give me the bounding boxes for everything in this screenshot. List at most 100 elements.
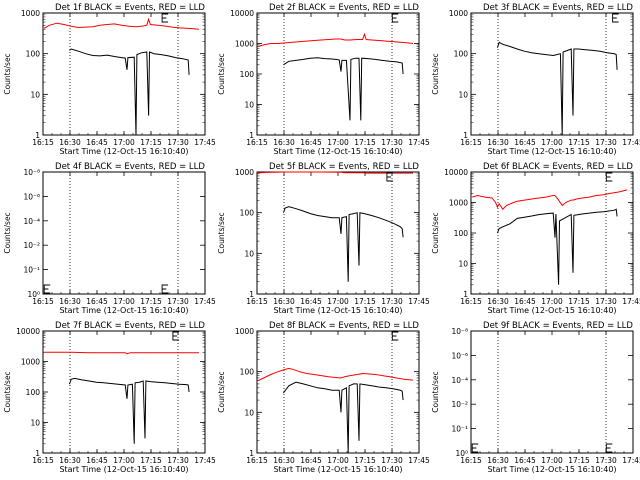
y-tick-label: 10⁻² xyxy=(451,400,468,409)
x-tick-label: 17:45 xyxy=(622,456,640,465)
plot-frame xyxy=(42,330,206,454)
series-lld xyxy=(44,351,199,355)
y-tick-label: 10 xyxy=(30,419,40,428)
panel-det-4f: Det 4f BLACK = Events, RED = LLD 16:15 16:… xyxy=(3,162,216,315)
x-tick-label: 17:45 xyxy=(622,297,640,306)
y-axis-label: Counts/sec xyxy=(217,371,226,412)
x-tick-label: 17:00 xyxy=(541,297,563,306)
y-tick-label: 100 xyxy=(240,368,255,377)
x-axis-label: Start Time (12-Oct-15 16:10:40) xyxy=(487,306,616,315)
y-tick-label: 100 xyxy=(454,229,469,238)
y-tick-label: 1000 xyxy=(235,168,254,177)
x-tick-label: 17:15 xyxy=(354,138,376,147)
panel-title: Det 7f BLACK = Events, RED = LLD xyxy=(55,321,205,331)
bracket-marker xyxy=(605,172,613,182)
x-tick-label: 16:45 xyxy=(300,138,322,147)
y-tick-label: 10⁻¹ xyxy=(451,425,468,434)
x-axis-label: Start Time (12-Oct-15 16:10:40) xyxy=(59,306,188,315)
plot-frame xyxy=(42,12,206,136)
x-tick-label: 16:30 xyxy=(487,456,509,465)
panel-det-1f: Det 1f BLACK = Events, RED = LLD 16:15 16:… xyxy=(3,3,216,156)
x-tick-label: 17:30 xyxy=(381,456,403,465)
x-tick-label: 16:45 xyxy=(300,456,322,465)
x-tick-label: 16:30 xyxy=(273,456,295,465)
y-tick-label: 10⁻⁶ xyxy=(451,351,468,360)
series-events xyxy=(282,206,404,282)
x-tick-label: 16:30 xyxy=(487,297,509,306)
x-tick-label: 17:30 xyxy=(381,297,403,306)
plot-frame xyxy=(470,12,634,136)
panel-title: Det 6f BLACK = Events, RED = LLD xyxy=(483,162,633,172)
y-tick-label: 10⁻² xyxy=(23,241,40,250)
x-tick-label: 17:15 xyxy=(140,456,162,465)
y-tick-label: 10⁰ xyxy=(27,290,40,299)
x-tick-label: 16:15 xyxy=(32,138,54,147)
x-tick-label: 17:15 xyxy=(568,138,590,147)
x-tick-label: 16:30 xyxy=(59,138,81,147)
series-lld xyxy=(258,171,413,174)
x-tick-label: 16:15 xyxy=(32,297,54,306)
y-axis-label: Counts/sec xyxy=(217,53,226,94)
panel-det-3f: Det 3f BLACK = Events, RED = LLD 16:15 16:… xyxy=(431,3,640,156)
x-tick-label: 16:45 xyxy=(86,297,108,306)
x-axis-label: Start Time (12-Oct-15 16:10:40) xyxy=(59,465,188,474)
y-tick-label: 1 xyxy=(249,449,254,458)
panel-title: Det 2f BLACK = Events, RED = LLD xyxy=(269,3,419,13)
series-lld xyxy=(472,189,628,211)
panel-det-9f: Det 9f BLACK = Events, RED = LLD 16:15 16:… xyxy=(431,321,640,474)
bracket-marker xyxy=(386,172,393,182)
series-events xyxy=(283,57,404,121)
series-lld xyxy=(257,367,414,382)
series-events xyxy=(283,381,404,454)
x-axis-label: Start Time (12-Oct-15 16:10:40) xyxy=(487,465,616,474)
y-tick-label: 10⁻⁶ xyxy=(23,192,40,201)
x-tick-label: 17:00 xyxy=(327,297,349,306)
x-tick-label: 16:15 xyxy=(246,138,268,147)
x-tick-label: 16:15 xyxy=(460,456,482,465)
x-tick-label: 16:15 xyxy=(246,456,268,465)
y-tick-label: 1 xyxy=(35,449,40,458)
y-axis-label: Counts/sec xyxy=(431,371,440,412)
x-tick-label: 17:00 xyxy=(113,138,135,147)
x-tick-label: 17:45 xyxy=(408,456,430,465)
plot-frame xyxy=(256,330,420,454)
y-tick-label: 1000 xyxy=(449,9,468,18)
bracket-marker xyxy=(161,284,169,294)
x-axis-label: Start Time (12-Oct-15 16:10:40) xyxy=(273,465,402,474)
y-tick-label: 10⁻⁸ xyxy=(23,168,40,177)
y-axis-label: Counts/sec xyxy=(217,212,226,253)
y-tick-label: 100 xyxy=(26,388,41,397)
series-events xyxy=(68,377,190,444)
y-tick-label: 1000 xyxy=(449,199,468,208)
y-tick-label: 1000 xyxy=(21,358,40,367)
series-events xyxy=(496,208,618,285)
x-tick-label: 16:45 xyxy=(514,297,536,306)
panel-title: Det 3f BLACK = Events, RED = LLD xyxy=(483,3,633,13)
plot-frame xyxy=(42,171,206,295)
x-tick-label: 16:15 xyxy=(246,297,268,306)
x-tick-label: 17:45 xyxy=(194,456,216,465)
y-tick-label: 10 xyxy=(244,101,254,110)
panel-title: Det 1f BLACK = Events, RED = LLD xyxy=(55,3,205,13)
y-tick-label: 10 xyxy=(458,90,468,99)
bracket-marker xyxy=(612,13,619,23)
panel-title: Det 8f BLACK = Events, RED = LLD xyxy=(269,321,419,331)
x-tick-label: 17:15 xyxy=(568,456,590,465)
panel-title: Det 4f BLACK = Events, RED = LLD xyxy=(55,162,205,172)
panel-det-8f: Det 8f BLACK = Events, RED = LLD 16:15 16:… xyxy=(217,321,430,474)
x-tick-label: 17:00 xyxy=(541,456,563,465)
x-tick-label: 16:45 xyxy=(86,456,108,465)
x-tick-label: 17:15 xyxy=(140,138,162,147)
x-tick-label: 17:30 xyxy=(381,138,403,147)
x-tick-label: 16:15 xyxy=(460,138,482,147)
series-events xyxy=(69,48,190,136)
x-tick-label: 17:45 xyxy=(194,138,216,147)
y-tick-label: 1 xyxy=(249,131,254,140)
y-tick-label: 100 xyxy=(240,70,255,79)
y-axis-label: Counts/sec xyxy=(3,212,12,253)
bracket-marker xyxy=(43,284,51,294)
x-tick-label: 16:30 xyxy=(59,456,81,465)
y-axis-label: Counts/sec xyxy=(3,371,12,412)
x-tick-label: 17:30 xyxy=(167,456,189,465)
